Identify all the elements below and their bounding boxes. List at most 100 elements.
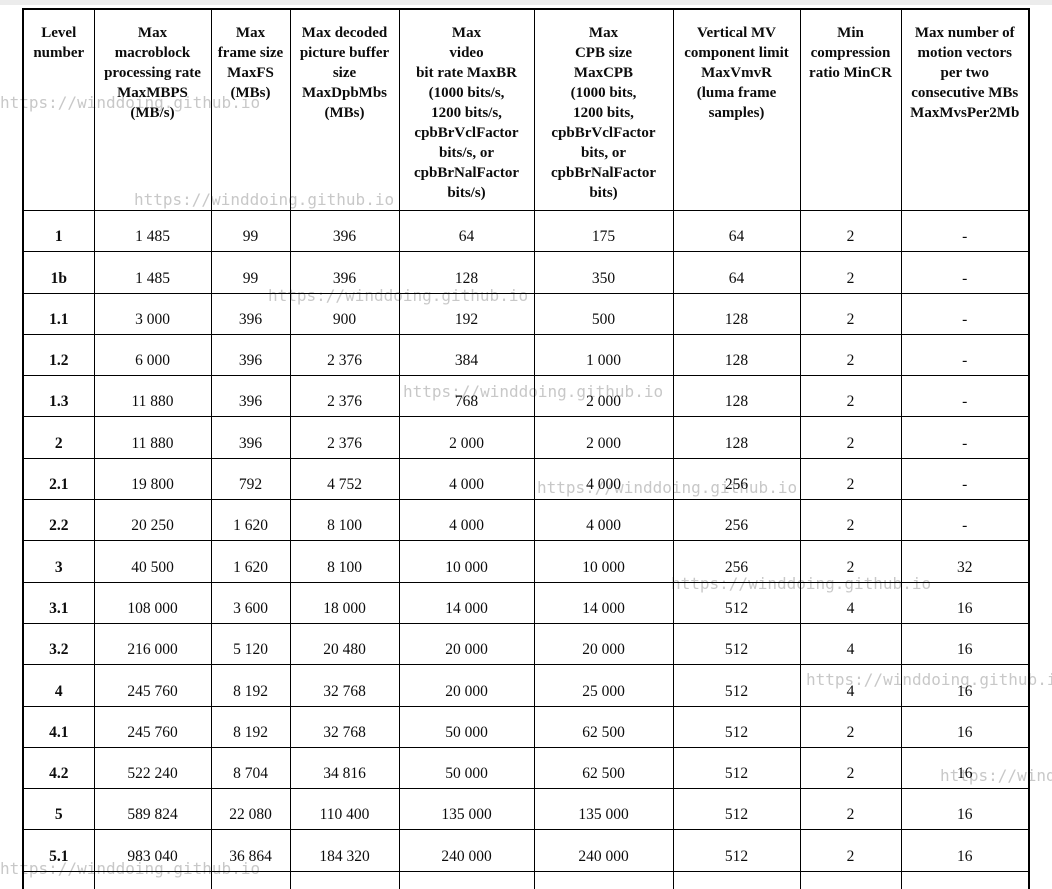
value-cell: 8 192 bbox=[210, 664, 291, 707]
table-row: 2 11 880 396 2 376 2 000 2 000 128 2- bbox=[22, 416, 1030, 459]
header-row: Level number Max macroblock processing r… bbox=[22, 8, 1030, 211]
col-max-vmvr: Vertical MV component limit MaxVmvR (lum… bbox=[672, 8, 801, 211]
value-cell: 2 bbox=[799, 416, 902, 459]
value-cell: 2 bbox=[799, 746, 902, 790]
value-cell: 16 bbox=[900, 664, 1030, 707]
value-cell: 1 485 bbox=[93, 209, 212, 253]
value-cell: 396 bbox=[210, 375, 291, 418]
value-cell: - bbox=[900, 457, 1030, 501]
table-row: 4.1 245 760 8 192 32 768 50 000 62 500 512 2 16 bbox=[22, 705, 1030, 748]
value-cell: 522 240 bbox=[93, 746, 212, 790]
value-cell: 512 bbox=[672, 746, 801, 790]
level-cell: 2.1 bbox=[22, 457, 95, 501]
value-cell: 2 000 bbox=[533, 375, 674, 418]
table-row: 3.2 216 000 5 120 20 480 20 000 20 000 512 4 16 bbox=[22, 622, 1030, 666]
value-cell: 900 bbox=[289, 292, 400, 335]
value-cell: 8 192 bbox=[210, 705, 291, 748]
table-row: 3.1 108 000 3 600 18 000 14 000 14 000 512 4 16 bbox=[22, 581, 1030, 624]
value-cell: 128 bbox=[672, 292, 801, 335]
level-cell: 5.2 bbox=[22, 870, 95, 889]
col-max-dpb-mbs: Max decoded picture buffer size MaxDpbMb… bbox=[289, 8, 400, 211]
value-cell: 512 bbox=[672, 622, 801, 666]
value-cell: 2 bbox=[799, 333, 902, 377]
value-cell: 64 bbox=[672, 251, 801, 294]
value-cell: 14 000 bbox=[398, 581, 535, 624]
value-cell: 128 bbox=[672, 375, 801, 418]
value-cell: 16 bbox=[900, 746, 1030, 790]
level-cell: 3.1 bbox=[22, 581, 95, 624]
table-row: 2.1 19 800 792 4 752 4 000 4 000 256 2- bbox=[22, 457, 1030, 501]
value-cell: 184 320 bbox=[289, 829, 400, 872]
value-cell: 512 bbox=[672, 870, 801, 889]
value-cell: 4 752 bbox=[289, 457, 400, 501]
value-cell: 192 bbox=[398, 292, 535, 335]
value-cell: 2 bbox=[799, 829, 902, 872]
table-row: 1b 1 485 99 396 128 350 64 2- bbox=[22, 251, 1030, 294]
value-cell: 16 bbox=[900, 829, 1030, 872]
value-cell: 64 bbox=[398, 209, 535, 253]
value-cell: 240 000 bbox=[398, 829, 535, 872]
value-cell: 18 000 bbox=[289, 581, 400, 624]
value-cell: 62 500 bbox=[533, 746, 674, 790]
value-cell: 1 485 bbox=[93, 251, 212, 294]
level-limits-table: Level number Max macroblock processing r… bbox=[22, 8, 1030, 889]
value-cell: - bbox=[900, 292, 1030, 335]
value-cell: 64 bbox=[672, 209, 801, 253]
value-cell: 1 000 bbox=[533, 333, 674, 377]
value-cell: 128 bbox=[672, 416, 801, 459]
value-cell: 135 000 bbox=[398, 788, 535, 831]
table-row: 5 589 824 22 080 110 400 135 000 135 000 512 2 1… bbox=[22, 788, 1030, 831]
value-cell: 19 800 bbox=[93, 457, 212, 501]
level-cell: 1 bbox=[22, 209, 95, 253]
level-cell: 3 bbox=[22, 540, 95, 583]
value-cell: - bbox=[900, 499, 1030, 542]
value-cell: - bbox=[900, 375, 1030, 418]
value-cell: 2 376 bbox=[289, 333, 400, 377]
value-cell: 240 000 bbox=[533, 870, 674, 889]
value-cell: 50 000 bbox=[398, 705, 535, 748]
value-cell: 40 500 bbox=[93, 540, 212, 583]
value-cell: 512 bbox=[672, 581, 801, 624]
value-cell: 20 480 bbox=[289, 622, 400, 666]
value-cell: 512 bbox=[672, 829, 801, 872]
value-cell: 25 000 bbox=[533, 664, 674, 707]
level-cell: 1.1 bbox=[22, 292, 95, 335]
value-cell: 99 bbox=[210, 209, 291, 253]
value-cell: 36 864 bbox=[210, 870, 291, 889]
value-cell: 2 bbox=[799, 292, 902, 335]
value-cell: - bbox=[900, 416, 1030, 459]
level-cell: 2 bbox=[22, 416, 95, 459]
value-cell: 110 400 bbox=[289, 788, 400, 831]
value-cell: 396 bbox=[210, 292, 291, 335]
value-cell: 2 bbox=[799, 209, 902, 253]
value-cell: 983 040 bbox=[93, 829, 212, 872]
table-row: 4.2 522 240 8 704 34 816 50 000 62 500 512 2 16 bbox=[22, 746, 1030, 790]
value-cell: 3 000 bbox=[93, 292, 212, 335]
value-cell: 99 bbox=[210, 251, 291, 294]
value-cell: 4 bbox=[799, 622, 902, 666]
value-cell: 62 500 bbox=[533, 705, 674, 748]
value-cell: 1 620 bbox=[210, 540, 291, 583]
value-cell: 245 760 bbox=[93, 664, 212, 707]
col-level-number: Level number bbox=[22, 8, 95, 211]
col-max-fs: Max frame size MaxFS (MBs) bbox=[210, 8, 291, 211]
value-cell: 240 000 bbox=[533, 829, 674, 872]
value-cell: 2 bbox=[799, 375, 902, 418]
value-cell: 32 768 bbox=[289, 705, 400, 748]
value-cell: 2 bbox=[799, 540, 902, 583]
value-cell: 2 376 bbox=[289, 375, 400, 418]
level-cell: 5.1 bbox=[22, 829, 95, 872]
value-cell: 1 620 bbox=[210, 499, 291, 542]
value-cell: 14 000 bbox=[533, 581, 674, 624]
level-cell: 4 bbox=[22, 664, 95, 707]
value-cell: 396 bbox=[210, 333, 291, 377]
value-cell: 396 bbox=[289, 209, 400, 253]
value-cell: 11 880 bbox=[93, 416, 212, 459]
value-cell: 2 bbox=[799, 788, 902, 831]
col-max-mvs-per-2mb: Max number of motion vectors per two con… bbox=[900, 8, 1030, 211]
value-cell: 384 bbox=[398, 333, 535, 377]
value-cell: 2 bbox=[799, 457, 902, 501]
value-cell: 2 000 bbox=[533, 416, 674, 459]
